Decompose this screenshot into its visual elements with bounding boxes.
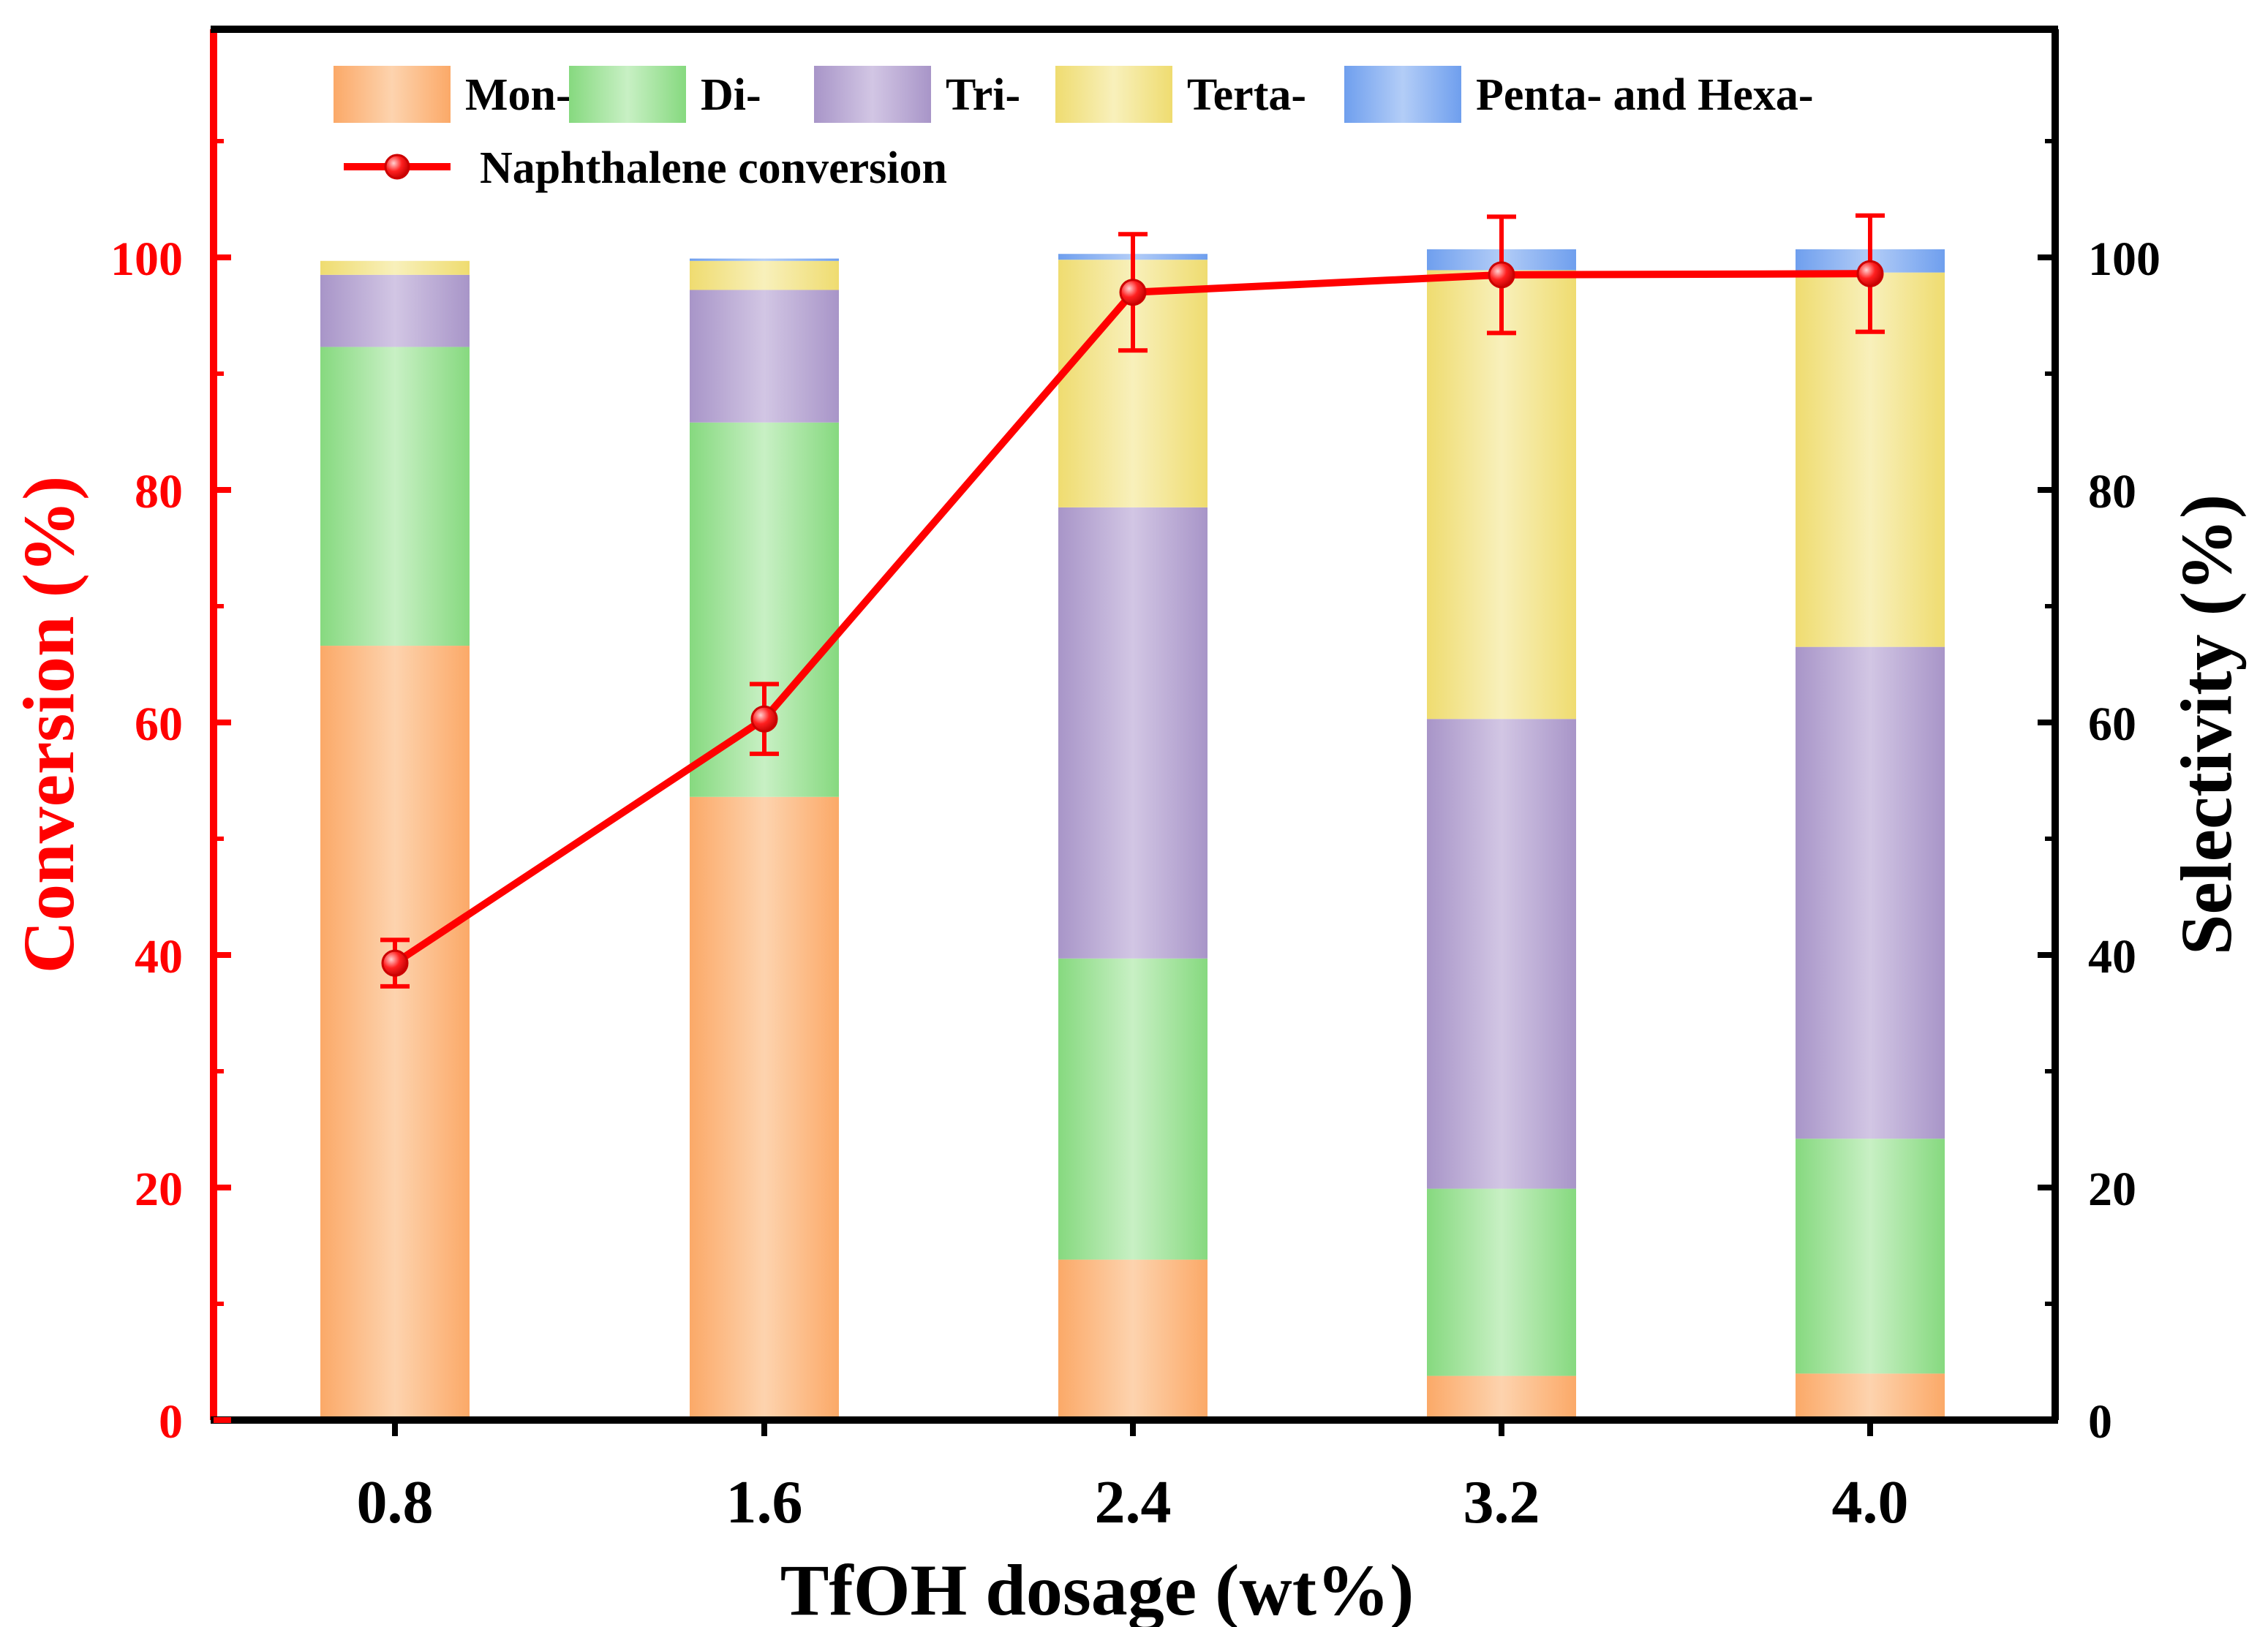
- x-tick-label: 1.6: [726, 1468, 803, 1536]
- right-axis-title: Selectivity (%): [2166, 494, 2247, 955]
- legend-swatch: [1055, 66, 1172, 123]
- right-y-tick-label: 60: [2088, 698, 2136, 751]
- left-y-tick-label: 60: [135, 698, 183, 751]
- left-y-tick-label: 80: [135, 465, 183, 518]
- bar-segment: [1796, 1139, 1945, 1374]
- bar-segment: [320, 347, 470, 646]
- bar-segment: [1058, 1259, 1208, 1420]
- bar-segment: [320, 260, 470, 275]
- legend-label: Tri-: [946, 70, 1020, 120]
- x-tick-label: 4.0: [1832, 1468, 1909, 1536]
- legend-label: Di-: [701, 70, 761, 120]
- conversion-point: [1856, 260, 1884, 287]
- bar-segment: [1427, 719, 1576, 1189]
- left-y-tick-label: 20: [135, 1163, 183, 1216]
- bar-segment: [1796, 646, 1945, 1139]
- bar-segment: [690, 258, 839, 261]
- conversion-point: [381, 949, 409, 977]
- bar-segment: [1427, 1375, 1576, 1420]
- bar-segment: [320, 646, 470, 1420]
- axis-ticks: 0 0 20 20 40 40 60 60 80 80 100 100 0.8 1.6 2.4 3.2 4.0: [110, 139, 2160, 1536]
- legend-marker: [384, 154, 410, 180]
- right-y-tick-label: 40: [2088, 930, 2136, 984]
- legend-label: Mon-: [465, 70, 571, 120]
- conversion-point: [1119, 279, 1147, 306]
- bar-segment: [320, 274, 470, 347]
- x-axis-title: TfOH dosage (wt%): [780, 1549, 1414, 1627]
- right-y-tick-label: 80: [2088, 465, 2136, 518]
- bar-segment: [1796, 272, 1945, 647]
- x-tick-label: 2.4: [1095, 1468, 1172, 1536]
- bar-segment: [690, 290, 839, 423]
- bar-segment: [690, 796, 839, 1420]
- bar-segment: [1058, 958, 1208, 1260]
- legend-label: Naphthalene conversion: [480, 143, 947, 193]
- conversion-point: [1488, 261, 1515, 289]
- left-y-tick-label: 0: [159, 1395, 183, 1449]
- legend-label: Terta-: [1187, 70, 1306, 120]
- bar-segment: [1058, 507, 1208, 959]
- legend-swatch: [814, 66, 931, 123]
- legend-swatch: [569, 66, 686, 123]
- x-tick-label: 0.8: [357, 1468, 434, 1536]
- right-y-tick-label: 20: [2088, 1163, 2136, 1216]
- legend-swatch: [1344, 66, 1461, 123]
- bar-segment: [1796, 1373, 1945, 1420]
- stacked-bars: [320, 249, 1945, 1420]
- conversion-point: [750, 705, 778, 733]
- legend-label: Penta- and Hexa-: [1476, 70, 1814, 120]
- bar-segment: [690, 260, 839, 290]
- conversion-line: [380, 213, 1885, 989]
- left-y-tick-label: 40: [135, 930, 183, 984]
- legend: Mon- Di- Tri- Terta- Penta- and Hexa- Naphtha…: [334, 66, 1814, 193]
- x-tick-label: 3.2: [1463, 1468, 1540, 1536]
- bar-segment: [1427, 270, 1576, 720]
- left-y-tick-label: 100: [110, 233, 183, 286]
- right-y-tick-label: 100: [2088, 233, 2160, 286]
- legend-swatch: [334, 66, 451, 123]
- right-y-tick-label: 0: [2088, 1395, 2112, 1449]
- bar-segment: [1427, 1188, 1576, 1376]
- left-axis-title: Conversion (%): [8, 476, 89, 974]
